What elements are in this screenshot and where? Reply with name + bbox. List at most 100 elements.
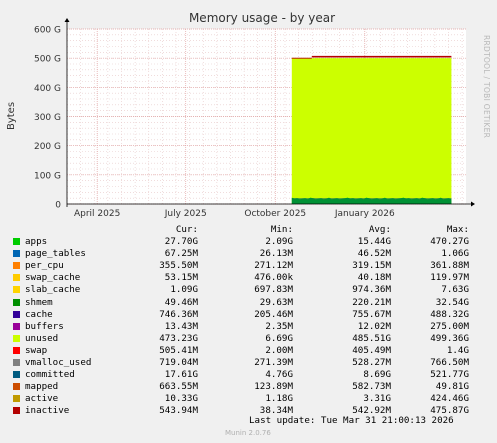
legend-swatch	[13, 359, 20, 366]
legend-value-avg: 319.15M	[352, 260, 391, 272]
legend-series-name: slab_cache	[25, 284, 81, 296]
legend-value-min: 2.09G	[265, 236, 293, 247]
legend-value-cur: 663.55M	[159, 381, 198, 393]
legend-value-avg: 542.92M	[352, 405, 391, 417]
legend-value-min: 1.18G	[265, 393, 293, 405]
last-update: Last update: Tue Mar 31 21:00:13 2026	[249, 415, 454, 426]
legend-value-cur: 10.33G	[164, 393, 198, 405]
legend-value-avg: 220.21M	[352, 296, 391, 308]
legend-swatch	[13, 371, 20, 379]
legend-series-name: cache	[25, 308, 53, 320]
legend-value-cur: 53.15M	[164, 272, 198, 284]
legend-value-min: 476.00k	[254, 272, 293, 284]
y-tick-label: 500 G	[34, 55, 61, 65]
legend-value-max: 499.36G	[430, 332, 469, 344]
legend-value-avg: 15.44G	[357, 236, 391, 247]
legend-value-max: 275.00M	[430, 320, 469, 332]
legend-value-max: 470.27G	[430, 236, 469, 247]
y-tick-label: 300 G	[34, 113, 61, 123]
legend-series-name: committed	[25, 369, 75, 381]
legend-value-avg: 582.73M	[352, 381, 391, 393]
legend-value-cur: 17.61G	[164, 369, 198, 381]
legend-swatch	[13, 310, 20, 318]
legend-value-max: 1.06G	[441, 248, 469, 260]
legend-value-min: 38.34M	[259, 405, 293, 417]
y-tick-label: 0	[55, 201, 61, 211]
legend-value-max: 119.97M	[430, 272, 469, 284]
legend-series-name: active	[25, 393, 59, 405]
legend-value-min: 271.39M	[254, 357, 293, 368]
legend-value-min: 123.89M	[254, 381, 293, 393]
rrdtool-credit: RRDTOOL / TOBI OETIKER	[482, 35, 491, 139]
legend-swatch	[13, 298, 20, 306]
legend-swatch	[13, 322, 20, 330]
legend-swatch	[13, 250, 20, 258]
legend-swatch	[13, 407, 20, 415]
x-tick-label: April 2025	[74, 209, 120, 219]
legend-value-cur: 49.46M	[164, 296, 198, 308]
legend-value-cur: 355.50M	[159, 260, 198, 272]
legend-swatch	[13, 262, 20, 270]
y-tick-label: 600 G	[34, 26, 61, 36]
legend-series-name: per_cpu	[25, 260, 64, 272]
legend-series-name: buffers	[25, 320, 64, 332]
legend-value-cur: 473.23G	[159, 332, 198, 344]
x-tick-label: January 2026	[334, 209, 395, 219]
legend-series-name: shmem	[25, 296, 53, 308]
legend-value-max: 32.54G	[435, 296, 469, 308]
legend-value-cur: 67.25M	[164, 248, 198, 260]
legend-series-name: page_tables	[25, 248, 86, 260]
legend-swatch	[13, 334, 20, 342]
legend-value-avg: 40.18M	[357, 272, 391, 284]
legend-value-avg: 974.36M	[352, 284, 391, 296]
legend-value-max: 49.81G	[435, 381, 469, 393]
legend-value-avg: 485.51G	[352, 332, 391, 344]
legend-header-cur: Cur:	[175, 224, 198, 235]
legend-swatch	[13, 395, 20, 403]
legend-series-name: vmalloc_used	[25, 357, 92, 368]
legend-header-max: Max:	[446, 224, 469, 235]
legend-value-avg: 755.67M	[352, 308, 391, 320]
legend-value-max: 7.63G	[441, 284, 469, 296]
legend-series-name: inactive	[25, 405, 70, 417]
legend-series-name: swap	[25, 344, 48, 356]
y-tick-label: 200 G	[34, 142, 61, 152]
y-tick-label: 100 G	[34, 171, 61, 181]
legend-value-min: 271.12M	[254, 260, 293, 272]
data-areas	[291, 55, 452, 204]
legend-value-min: 4.76G	[265, 369, 293, 381]
legend-value-min: 26.13M	[259, 248, 293, 260]
legend-value-min: 697.83M	[254, 284, 293, 296]
legend-value-avg: 528.27M	[352, 357, 391, 368]
legend-swatch	[13, 286, 20, 294]
legend-value-cur: 1.09G	[170, 284, 198, 296]
y-axis-label: Bytes	[6, 102, 17, 130]
y-axis-arrow	[64, 18, 70, 22]
chart-frame-group: 0 100 G 200 G 300 G 400 G 500 G 600 G April 202…	[6, 11, 475, 219]
legend-series-name: unused	[25, 332, 59, 344]
legend-swatch	[13, 346, 20, 354]
legend-value-max: 1.4G	[446, 344, 469, 356]
legend-value-cur: 27.70G	[164, 236, 198, 247]
legend-header-avg: Avg:	[368, 224, 391, 235]
legend-swatch	[13, 274, 20, 282]
area-unused	[291, 58, 452, 204]
legend-value-max: 488.32G	[430, 308, 469, 320]
legend-value-cur: 543.94M	[159, 405, 198, 417]
x-axis-arrow	[471, 201, 475, 207]
munin-version: Munin 2.0.76	[225, 429, 271, 437]
legend-value-cur: 13.43M	[164, 320, 198, 332]
legend-swatch	[13, 383, 20, 391]
legend-value-max: 766.50M	[430, 357, 469, 368]
area-committed	[291, 198, 452, 204]
chart-title: Memory usage - by year	[189, 11, 335, 25]
legend-value-max: 521.77G	[430, 369, 469, 381]
legend-series-name: swap_cache	[25, 272, 81, 284]
legend-value-cur: 505.41M	[159, 344, 198, 356]
legend-value-avg: 405.49M	[352, 344, 391, 356]
legend-header-min: Min:	[270, 224, 293, 235]
legend-value-avg: 8.69G	[363, 369, 391, 381]
x-tick-label: October 2025	[244, 209, 306, 219]
y-tick-label: 400 G	[34, 84, 61, 94]
